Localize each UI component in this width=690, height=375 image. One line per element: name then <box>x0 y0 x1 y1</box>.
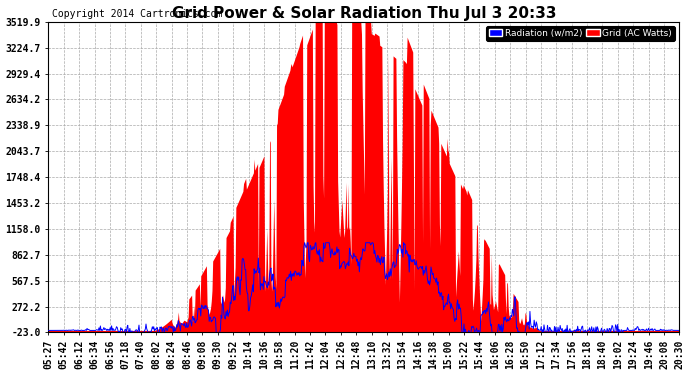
Legend: Radiation (w/m2), Grid (AC Watts): Radiation (w/m2), Grid (AC Watts) <box>486 26 675 40</box>
Title: Grid Power & Solar Radiation Thu Jul 3 20:33: Grid Power & Solar Radiation Thu Jul 3 2… <box>172 6 556 21</box>
Text: Copyright 2014 Cartronics.com: Copyright 2014 Cartronics.com <box>52 9 222 19</box>
